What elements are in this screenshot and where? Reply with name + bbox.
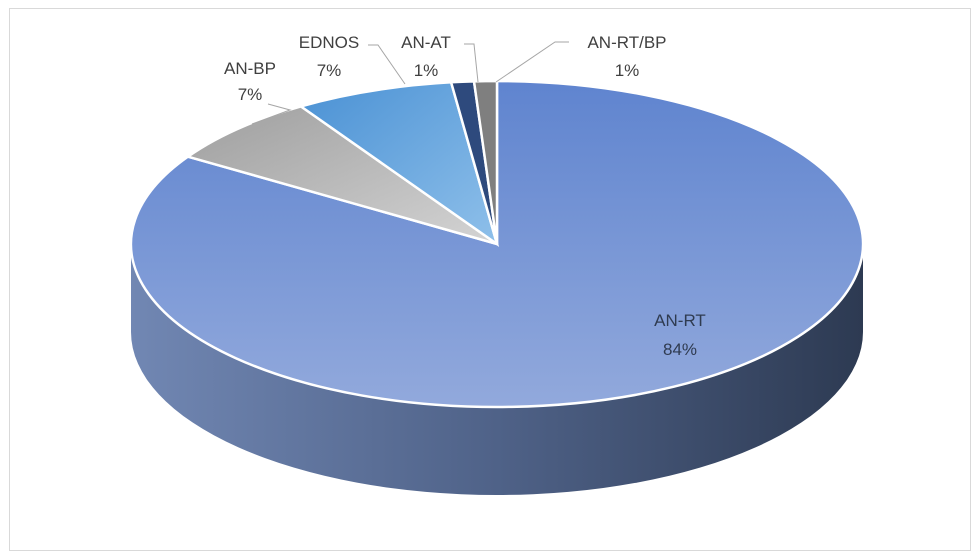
pie-slice-an-rt bbox=[129, 79, 865, 409]
label-an-rt-name: AN-RT bbox=[654, 311, 706, 330]
leader-line-an-bp bbox=[251, 103, 292, 125]
label-an-rt-bp-value: 1% bbox=[615, 61, 640, 80]
label-an-rt-value: 84% bbox=[663, 340, 697, 359]
leader-line-ednos bbox=[368, 44, 406, 85]
label-an-at-name: AN-AT bbox=[401, 33, 451, 52]
pie-side-wall bbox=[131, 244, 863, 495]
leader-line-an-rt-bp bbox=[495, 41, 569, 83]
label-an-bp-name: AN-BP bbox=[224, 59, 276, 78]
pie-slice-an-bp bbox=[185, 105, 498, 246]
leader-lines bbox=[251, 41, 569, 125]
label-ednos-value: 7% bbox=[317, 61, 342, 80]
pie-slice-ednos bbox=[298, 80, 500, 248]
leader-line-an-at bbox=[464, 43, 479, 83]
pie-slices bbox=[129, 79, 865, 409]
label-an-at-value: 1% bbox=[414, 61, 439, 80]
label-an-rt-bp-name: AN-RT/BP bbox=[587, 33, 666, 52]
data-labels: AN-BP 7% EDNOS 7% AN-AT 1% AN-RT/BP 1% A… bbox=[224, 33, 706, 359]
label-ednos-name: EDNOS bbox=[299, 33, 359, 52]
label-an-bp-value: 7% bbox=[238, 85, 263, 104]
